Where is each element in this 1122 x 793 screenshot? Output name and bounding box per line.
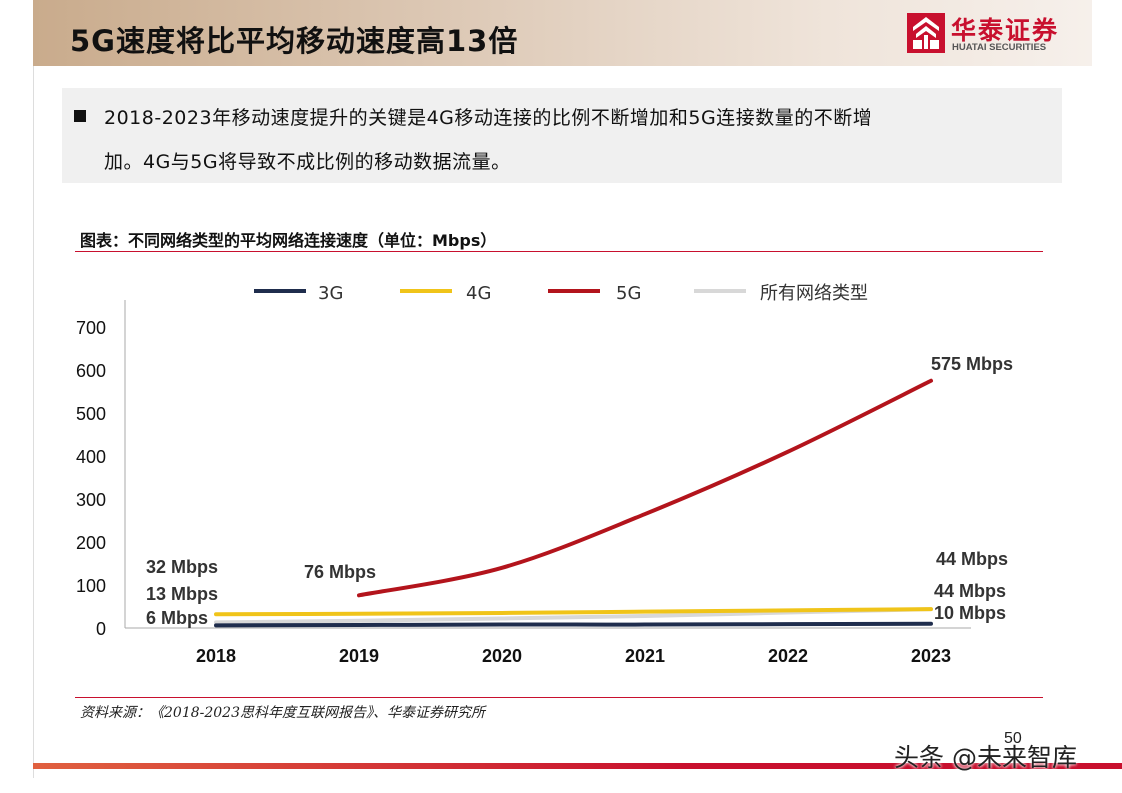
y-tick-label: 400 <box>76 447 106 467</box>
y-tick-label: 0 <box>96 619 106 639</box>
page-title: 5G速度将比平均移动速度高13倍 <box>70 24 519 58</box>
page-number: 50 <box>1004 730 1022 747</box>
data-label: 32 Mbps <box>146 557 218 577</box>
footer-bar <box>33 763 1122 769</box>
legend-label-3G: 3G <box>318 283 343 304</box>
summary-line-1: 2018-2023年移动速度提升的关键是4G移动连接的比例不断增加和5G连接数量… <box>104 107 873 129</box>
x-tick-label: 2019 <box>339 646 379 666</box>
legend-label-所有网络类型: 所有网络类型 <box>760 283 868 304</box>
summary-line-2: 加。4G与5G将导致不成比例的移动数据流量。 <box>104 151 511 173</box>
series-line-4G <box>214 607 933 617</box>
series-line-3G <box>214 621 933 628</box>
huatai-logo: 华泰证券 HUATAI SECURITIES <box>907 11 1067 57</box>
x-tick-label: 2020 <box>482 646 522 666</box>
figure-title: 图表：不同网络类型的平均网络连接速度（单位：Mbps） <box>80 231 497 250</box>
logo-chinese-name: 华泰证券 <box>951 16 1060 45</box>
x-tick-label: 2022 <box>768 646 808 666</box>
data-label: 575 Mbps <box>931 354 1013 374</box>
summary-box <box>62 88 1062 183</box>
y-tick-label: 500 <box>76 404 106 424</box>
x-tick-label: 2021 <box>625 646 665 666</box>
data-label: 44 Mbps <box>936 549 1008 569</box>
x-tick-label: 2018 <box>196 646 236 666</box>
y-tick-label: 700 <box>76 318 106 338</box>
figure-source-rule <box>75 697 1043 698</box>
data-label: 44 Mbps <box>934 581 1006 601</box>
y-tick-label: 100 <box>76 576 106 596</box>
legend-label-4G: 4G <box>466 283 491 304</box>
y-tick-label: 600 <box>76 361 106 381</box>
series-line-5G <box>357 378 933 598</box>
watermark: 头条 @未来智库 <box>894 743 1077 772</box>
y-tick-label: 200 <box>76 533 106 553</box>
bullet-square-icon <box>74 110 86 122</box>
figure-source: 资料来源：《2018-2023思科年度互联网报告》、华泰证券研究所 <box>80 705 485 721</box>
logo-english-name: HUATAI SECURITIES <box>952 42 1047 53</box>
y-tick-label: 300 <box>76 490 106 510</box>
legend-label-5G: 5G <box>616 283 641 304</box>
data-label: 13 Mbps <box>146 584 218 604</box>
huatai-logo-icon <box>907 13 945 53</box>
figure-title-rule <box>75 251 1043 252</box>
data-label: 76 Mbps <box>304 562 376 582</box>
data-label: 10 Mbps <box>934 603 1006 623</box>
data-label: 6 Mbps <box>146 608 208 628</box>
x-tick-label: 2023 <box>911 646 951 666</box>
left-rule <box>33 66 34 778</box>
